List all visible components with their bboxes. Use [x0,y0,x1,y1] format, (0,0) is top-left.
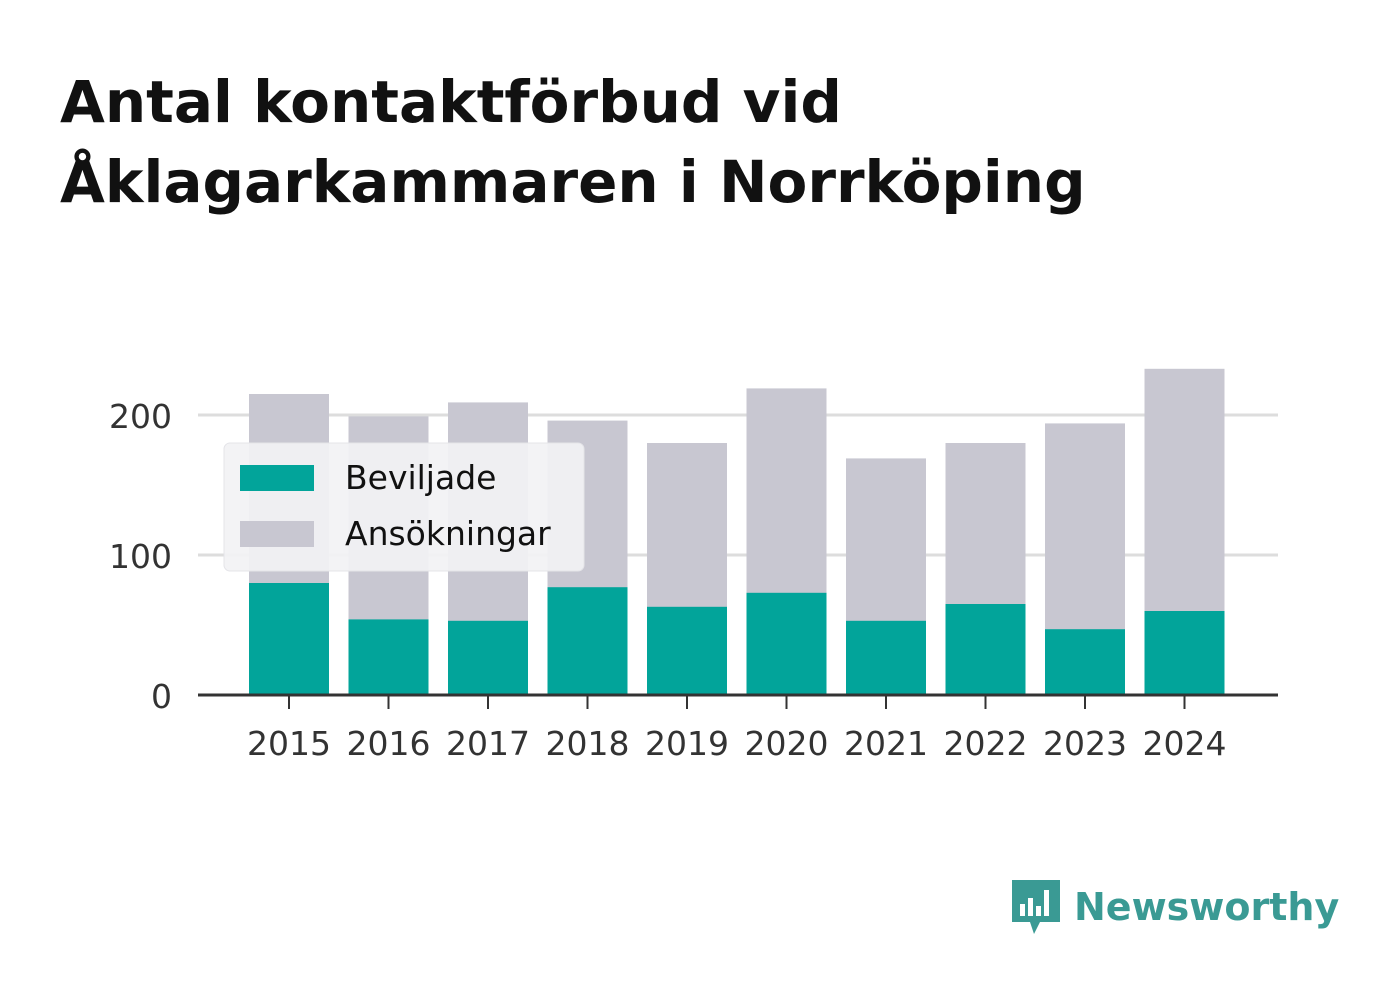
bar-beviljade-2018 [547,587,628,695]
y-tick-label: 0 [151,677,172,716]
x-tick-label: 2017 [446,724,530,763]
bar-beviljade-2022 [945,604,1026,695]
chart-title-line-1: Antal kontaktförbud vid [60,68,842,136]
chart-title: Antal kontaktförbud vid Åklagarkammaren … [60,62,1320,222]
legend-swatch-beviljade [240,465,314,491]
bar-beviljade-2019 [647,606,727,695]
legend: Beviljade Ansökningar [223,442,585,572]
x-tick-label: 2024 [1143,724,1227,763]
brand-logo: Newsworthy [1010,878,1339,936]
x-tick-label: 2021 [844,724,928,763]
x-tick-label: 2018 [546,724,630,763]
legend-label-beviljade: Beviljade [345,458,496,497]
y-axis: 0 100 200 [109,397,172,716]
y-tick-label: 100 [109,537,172,576]
bar-beviljade-2023 [1045,629,1125,695]
bar-beviljade-2017 [448,620,528,695]
bar-beviljade-2016 [348,619,429,695]
x-tick-label: 2016 [347,724,431,763]
bar-beviljade-2015 [249,583,329,695]
x-tick-label: 2019 [645,724,729,763]
chart-title-line-2: Åklagarkammaren i Norrköping [60,148,1086,216]
y-tick-label: 200 [109,397,172,436]
bar-beviljade-2020 [746,592,827,695]
bar-beviljade-2024 [1144,611,1225,695]
newsworthy-logo-icon [1012,880,1060,934]
x-tick-label: 2015 [247,724,331,763]
x-axis: 2015 2016 2017 2018 2019 2020 2021 2022 2023 2024 [198,693,1278,763]
legend-swatch-ansökningar [240,521,314,547]
bar-beviljade-2021 [846,620,926,695]
brand-name: Newsworthy [1074,885,1340,929]
x-tick-label: 2022 [944,724,1028,763]
x-tick-label: 2023 [1043,724,1127,763]
x-tick-label: 2020 [745,724,829,763]
legend-label-ansökningar: Ansökningar [345,514,551,553]
